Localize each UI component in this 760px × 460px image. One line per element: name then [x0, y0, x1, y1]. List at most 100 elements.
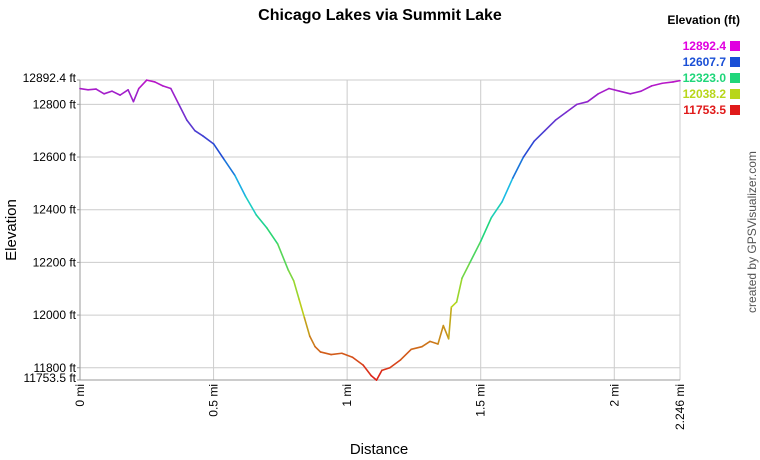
elevation-line-segment	[522, 140, 535, 158]
grid	[79, 79, 681, 381]
elevation-line-segment	[554, 111, 567, 121]
elevation-line-segment	[95, 88, 105, 95]
elevation-line-segment	[544, 119, 557, 132]
x-tick-label: 2.246 mi	[673, 384, 687, 430]
x-tick-label: 1 mi	[340, 384, 354, 407]
elevation-line-segment	[266, 227, 279, 245]
elevation-line-segment	[119, 89, 129, 96]
elevation-line-segment	[127, 89, 135, 103]
elevation-line-segment	[79, 87, 89, 91]
chart-title: Chicago Lakes via Summit Lake	[258, 7, 502, 24]
elevation-line-segment	[608, 87, 621, 92]
elevation-line-segment	[672, 79, 681, 83]
elevation-line-segment	[340, 352, 354, 359]
elevation-line-segment	[234, 174, 247, 198]
elevation-line-segment	[576, 100, 589, 106]
elevation-line-segment	[178, 103, 188, 121]
elevation-line-segment	[629, 90, 642, 95]
elevation-line-segment	[111, 90, 121, 96]
y-tick-label: 11800 ft	[34, 361, 77, 375]
elevation-line-segment	[450, 301, 458, 308]
legend: Elevation (ft) 12892.4 12607.7 12323.0 1203…	[667, 13, 740, 117]
credit-text: created by GPSVisualizer.com	[745, 151, 759, 313]
elevation-line-segment	[586, 93, 600, 103]
legend-swatch	[730, 41, 740, 51]
y-tick-label: 12400 ft	[33, 203, 77, 217]
elevation-line-segment	[661, 81, 674, 85]
elevation-line-segment	[132, 87, 140, 103]
elevation-line-segment	[399, 348, 413, 361]
elevation-line-segment	[469, 240, 482, 264]
elevation-line-segment	[490, 201, 503, 219]
elevation-line-segment	[597, 87, 610, 95]
elevation-line-segment	[202, 135, 215, 145]
y-tick-label: 12600 ft	[33, 150, 77, 164]
y-axis-label: Elevation	[3, 199, 20, 261]
legend-swatch	[730, 73, 740, 83]
elevation-line-segment	[308, 335, 316, 348]
x-axis-label: Distance	[350, 441, 408, 458]
elevation-line-segment	[362, 364, 372, 377]
elevation-line-segment	[455, 277, 463, 303]
elevation-line-segment	[351, 356, 364, 366]
elevation-line-segment	[137, 79, 148, 90]
elevation-line-segment	[429, 340, 439, 345]
y-tick-label: 12200 ft	[33, 255, 77, 269]
elevation-line-segment	[375, 369, 383, 381]
elevation-line-segment	[103, 90, 113, 95]
elevation-line-segment	[298, 298, 306, 319]
elevation-line-segment	[437, 324, 445, 345]
elevation-line-segment	[447, 306, 453, 340]
legend-swatch	[730, 89, 740, 99]
y-tick-label: 12000 ft	[33, 308, 77, 322]
elevation-line-segment	[223, 158, 236, 177]
elevation-line-segment	[145, 79, 156, 83]
x-tick-label: 0 mi	[73, 384, 87, 407]
x-axis-ticks: 0 mi 0.5 mi 1 mi 1.5 mi 2 mi 2.246 mi	[73, 384, 687, 430]
elevation-line-segment	[410, 345, 423, 351]
elevation-line-segment	[255, 214, 268, 229]
plot-frame	[79, 80, 680, 381]
elevation-line-segment	[319, 351, 332, 356]
elevation-line-segment	[565, 103, 578, 114]
elevation-line-segment	[244, 195, 258, 216]
elevation-line-segment	[511, 156, 525, 179]
elevation-line-segment	[194, 129, 204, 137]
elevation-line-segment	[370, 374, 378, 381]
elevation-line-segment	[640, 85, 653, 92]
elevation-line-segment	[650, 82, 664, 87]
elevation-line-segment	[618, 90, 632, 95]
legend-title: Elevation (ft)	[667, 13, 740, 27]
elevation-line-segment	[186, 119, 196, 132]
legend-value: 12038.2	[683, 87, 727, 101]
legend-swatch	[730, 105, 740, 115]
elevation-line-segment	[442, 324, 450, 340]
elevation-line-segment	[212, 143, 226, 161]
elevation-line-segment	[533, 129, 546, 143]
elevation-line-segment	[276, 243, 290, 272]
elevation-line-segment	[162, 85, 172, 90]
legend-value: 12607.7	[683, 55, 727, 69]
elevation-line-segment	[287, 269, 295, 282]
legend-value: 12323.0	[683, 71, 727, 85]
x-tick-label: 2 mi	[607, 384, 621, 407]
elevation-line-segment	[170, 87, 180, 106]
x-tick-label: 1.5 mi	[474, 384, 488, 417]
legend-swatch	[730, 57, 740, 67]
elevation-line-segment	[479, 216, 493, 243]
x-tick-label: 0.5 mi	[207, 384, 221, 417]
series-elevation	[79, 79, 681, 381]
y-tick-label: 11753.5 ft	[24, 371, 77, 385]
elevation-line-segment	[421, 340, 431, 348]
elevation-line-segment	[314, 345, 322, 353]
elevation-line-segment	[87, 88, 97, 91]
elevation-line-segment	[389, 359, 402, 369]
elevation-line-segment	[292, 280, 300, 301]
elevation-line-segment	[153, 81, 164, 87]
y-tick-label: 12800 ft	[33, 97, 77, 111]
y-tick-label: 12892.4 ft	[23, 71, 77, 85]
elevation-line-segment	[501, 177, 514, 203]
elevation-line-segment	[330, 352, 343, 356]
